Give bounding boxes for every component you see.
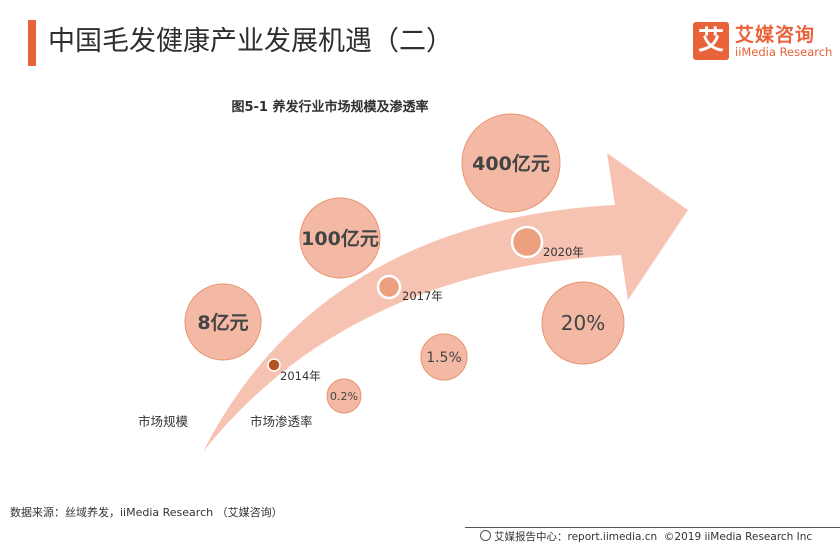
year-marker [376, 274, 402, 300]
penetration-bubble [541, 281, 625, 365]
logo-name-en: iiMedia Research [735, 45, 833, 59]
title-accent-bar [28, 20, 36, 66]
market-size-bubble [461, 113, 561, 213]
market-size-label: 100亿元 [301, 227, 379, 250]
penetration-label: 0.2% [330, 390, 358, 403]
market-size-label: 8亿元 [197, 311, 248, 334]
penetration-bubble [326, 378, 362, 414]
row-label-penetration: 市场渗透率 [250, 414, 313, 429]
year-marker [510, 225, 544, 259]
penetration-bubble [420, 333, 468, 381]
globe-icon [480, 530, 491, 541]
logo-name-cn: 艾媒咨询 [735, 24, 816, 46]
penetration-label: 1.5% [426, 350, 462, 366]
year-label: 2017年 [402, 289, 443, 303]
iimedia-logo: 艾 艾媒咨询 iiMedia Research [693, 22, 833, 64]
year-label: 2020年 [543, 245, 584, 259]
report-center: 艾媒报告中心：report.iimedia.cn [494, 531, 658, 543]
market-size-bubble [184, 283, 262, 361]
market-size-label: 400亿元 [472, 152, 550, 175]
footer-divider [465, 527, 840, 528]
copyright: ©2019 iiMedia Research Inc [663, 531, 813, 543]
year-marker [267, 358, 281, 372]
year-label: 2014年 [280, 369, 321, 383]
market-size-bubble [299, 197, 381, 279]
chart-title: 图5-1 养发行业市场规模及渗透率 [231, 100, 429, 115]
page-title: 中国毛发健康产业发展机遇（二） [48, 26, 453, 57]
footer: 艾媒报告中心：report.iimedia.cn ©2019 iiMedia R… [480, 529, 812, 544]
penetration-label: 20% [561, 311, 605, 335]
data-source: 数据来源：丝域养发，iiMedia Research （艾媒咨询） [10, 506, 283, 519]
row-label-market-size: 市场规模 [138, 414, 189, 429]
growth-arrow [203, 153, 688, 452]
logo-mark-icon: 艾 [693, 22, 729, 60]
